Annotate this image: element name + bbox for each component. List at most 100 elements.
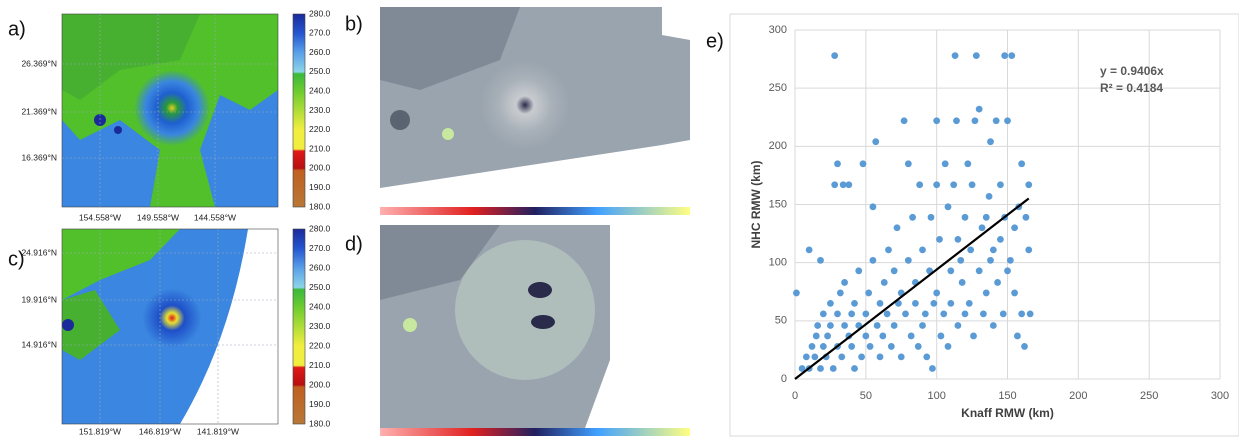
x-tick-label: 100 xyxy=(927,390,945,402)
data-point xyxy=(961,310,969,318)
data-point xyxy=(829,365,837,372)
data-point xyxy=(805,246,813,254)
data-point xyxy=(811,353,819,361)
data-point xyxy=(819,310,827,318)
data-point xyxy=(1018,310,1026,318)
data-point xyxy=(879,332,887,340)
data-point xyxy=(929,365,936,372)
data-point xyxy=(940,310,948,318)
satellite-image-d xyxy=(380,225,690,436)
data-point xyxy=(989,322,997,329)
data-point xyxy=(907,332,915,340)
data-point xyxy=(916,181,924,189)
data-point xyxy=(961,213,969,221)
data-point xyxy=(953,117,960,125)
data-point xyxy=(890,322,898,329)
data-point xyxy=(858,353,865,361)
colorbar-tick-label: 280.0 xyxy=(309,223,331,233)
data-point xyxy=(921,310,929,318)
latitude-label: 24.916°N xyxy=(21,247,57,257)
data-point xyxy=(869,256,877,264)
x-axis-title: Knaff RMW (km) xyxy=(961,406,1054,420)
colorbar-tick-label: 200.0 xyxy=(309,163,331,173)
data-point xyxy=(1004,267,1011,275)
map-image-c xyxy=(61,228,279,425)
data-point xyxy=(982,213,990,221)
data-point xyxy=(936,236,943,243)
data-point xyxy=(970,332,977,340)
colorbar-tick-label: 240.0 xyxy=(309,301,331,311)
data-point xyxy=(941,160,949,168)
data-point xyxy=(893,224,901,232)
data-point xyxy=(997,181,1004,189)
data-point xyxy=(1025,246,1033,254)
data-point xyxy=(848,310,856,318)
data-point xyxy=(883,310,891,318)
data-point xyxy=(802,353,810,361)
colorbar-tick-label: 230.0 xyxy=(309,321,331,331)
colorbar-tick-label: 210.0 xyxy=(309,143,331,153)
data-point xyxy=(855,267,863,275)
data-point xyxy=(1001,52,1009,59)
data-point xyxy=(836,289,844,297)
data-point xyxy=(1004,117,1011,125)
colorbar-tick-label: 220.0 xyxy=(309,124,331,134)
panel-label: a) xyxy=(8,18,26,40)
x-tick-label: 50 xyxy=(860,390,872,402)
data-point xyxy=(1011,224,1018,232)
data-point xyxy=(1025,181,1033,189)
y-tick-label: 0 xyxy=(781,373,787,385)
panel-label: e) xyxy=(706,30,724,52)
colorbar xyxy=(292,13,306,208)
colorbar-tick-label: 180.0 xyxy=(309,201,331,211)
panel-label: d) xyxy=(345,233,363,255)
x-tick-label: 150 xyxy=(998,390,1016,402)
trendline-equation: y = 0.9406x xyxy=(1100,64,1164,78)
data-point xyxy=(930,299,938,307)
data-point xyxy=(954,322,962,329)
y-tick-label: 200 xyxy=(769,140,787,152)
data-point xyxy=(831,181,839,189)
data-point xyxy=(865,289,873,297)
longitude-label: 144.558°W xyxy=(194,212,236,222)
data-point xyxy=(834,160,841,168)
x-tick-label: 0 xyxy=(792,390,798,402)
y-tick-label: 150 xyxy=(769,198,787,210)
longitude-label: 151.819°W xyxy=(79,426,121,436)
longitude-label: 149.558°W xyxy=(137,212,179,222)
data-point xyxy=(937,332,945,340)
y-tick-label: 300 xyxy=(769,24,787,36)
data-point xyxy=(968,181,976,189)
data-point xyxy=(897,353,905,361)
colorbar-tick-label: 190.0 xyxy=(309,182,331,192)
data-point xyxy=(919,322,926,329)
data-point xyxy=(819,343,827,350)
data-point xyxy=(902,310,909,318)
data-point xyxy=(947,299,955,307)
data-point xyxy=(890,267,898,275)
data-point xyxy=(841,279,848,286)
trendline xyxy=(794,197,1030,380)
data-point xyxy=(944,343,952,350)
data-point xyxy=(1011,289,1018,297)
data-point xyxy=(1006,256,1014,264)
data-point xyxy=(841,322,848,329)
data-point xyxy=(954,236,962,243)
data-point xyxy=(919,246,926,254)
data-point xyxy=(1021,343,1028,350)
data-point xyxy=(978,224,986,232)
data-point xyxy=(845,181,853,189)
data-point xyxy=(964,160,972,168)
data-point xyxy=(985,192,993,200)
data-point xyxy=(834,310,841,318)
data-point xyxy=(880,279,888,286)
data-point xyxy=(975,267,983,275)
data-point xyxy=(999,310,1007,318)
data-point xyxy=(958,279,966,286)
data-point xyxy=(793,289,800,297)
data-point xyxy=(980,310,987,318)
data-point xyxy=(817,256,824,264)
data-point xyxy=(997,236,1004,243)
panel-label: b) xyxy=(345,13,363,35)
colorbar-tick-label: 190.0 xyxy=(309,399,331,409)
